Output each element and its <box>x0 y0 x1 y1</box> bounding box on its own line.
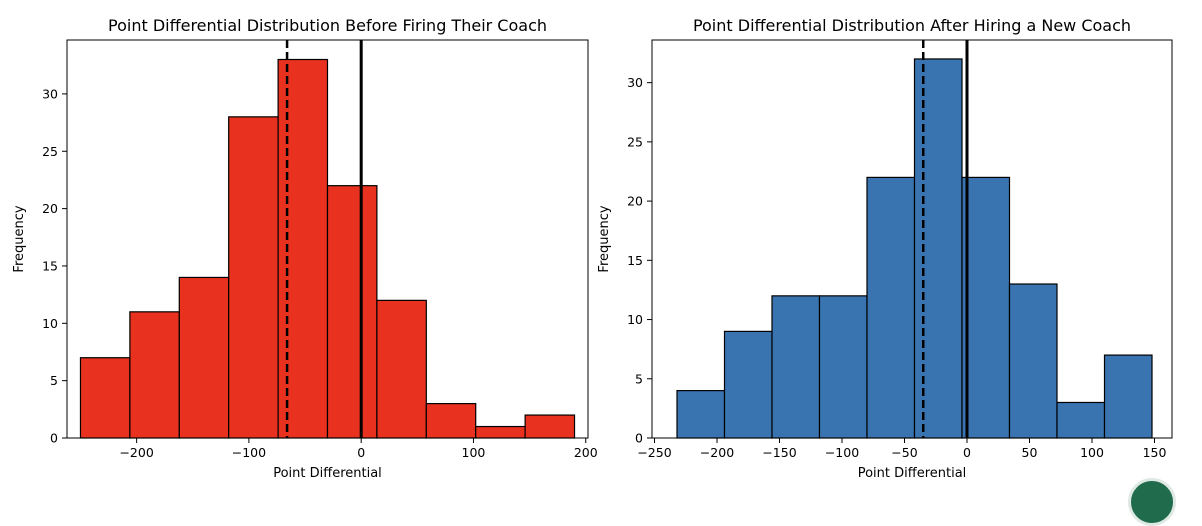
y-tick-label: 5 <box>635 371 643 386</box>
histogram-bar <box>277 58 329 439</box>
x-tick-label: 100 <box>462 445 486 460</box>
x-tick-label: 50 <box>1022 445 1038 460</box>
y-tick-label: 10 <box>627 312 643 327</box>
y-tick-label: 25 <box>42 144 58 159</box>
y-tick-label: 20 <box>42 201 58 216</box>
chart-before-firing-coach: Point Differential Distribution Before F… <box>12 16 598 481</box>
histogram-bar <box>961 176 1011 439</box>
figure: Point Differential Distribution Before F… <box>12 16 1173 481</box>
y-tick-label: 20 <box>627 194 643 209</box>
logo-badge-icon <box>1128 478 1176 526</box>
y-tick-label: 10 <box>42 316 58 331</box>
y-tick-label: 5 <box>50 373 58 388</box>
x-tick-label: −100 <box>232 445 266 460</box>
histogram-bar <box>425 402 477 439</box>
y-axis-label: Frequency <box>12 205 27 272</box>
y-tick-label: 15 <box>42 258 58 273</box>
y-tick-label: 0 <box>50 431 58 446</box>
y-axis-label: Frequency <box>597 205 612 272</box>
histogram-bar <box>228 116 279 439</box>
x-tick-label: −200 <box>119 445 153 460</box>
histogram-bar <box>129 311 180 439</box>
histogram-bar <box>326 185 378 439</box>
x-tick-label: 200 <box>574 445 598 460</box>
histogram-bar <box>475 425 526 439</box>
axes-frame <box>66 39 589 439</box>
x-axis-label: Point Differential <box>858 466 967 481</box>
x-tick-label: 0 <box>357 445 365 460</box>
chart-after-hiring-coach: Point Differential Distribution After Hi… <box>597 16 1173 481</box>
axes-frame <box>651 39 1173 439</box>
x-tick-label: −150 <box>762 445 796 460</box>
x-tick-label: −50 <box>891 445 917 460</box>
histogram-bar <box>178 276 230 439</box>
histogram-bar <box>723 330 773 439</box>
histogram-bar <box>79 357 131 439</box>
histogram-bar <box>771 295 821 439</box>
histogram-bar <box>1008 283 1058 439</box>
y-tick-label: 30 <box>42 86 58 101</box>
y-tick-label: 15 <box>627 253 643 268</box>
x-axis-label: Point Differential <box>273 466 382 481</box>
y-tick-label: 30 <box>627 75 643 90</box>
x-tick-label: −250 <box>637 445 671 460</box>
histogram-bar <box>376 299 427 439</box>
histogram-bar <box>524 414 576 439</box>
x-tick-label: 0 <box>963 445 971 460</box>
x-tick-label: −100 <box>825 445 859 460</box>
histogram-bar <box>913 58 963 439</box>
y-tick-label: 25 <box>627 134 643 149</box>
x-tick-label: 150 <box>1143 445 1167 460</box>
histogram-bar <box>818 295 868 439</box>
histogram-bar <box>1103 354 1153 439</box>
histogram-bar <box>676 390 726 439</box>
histogram-bar <box>866 176 916 439</box>
chart-title: Point Differential Distribution Before F… <box>108 16 547 35</box>
x-tick-label: 100 <box>1080 445 1104 460</box>
histogram-bar <box>1056 401 1106 439</box>
y-tick-label: 0 <box>635 431 643 446</box>
x-tick-label: −200 <box>700 445 734 460</box>
chart-title: Point Differential Distribution After Hi… <box>693 16 1131 35</box>
